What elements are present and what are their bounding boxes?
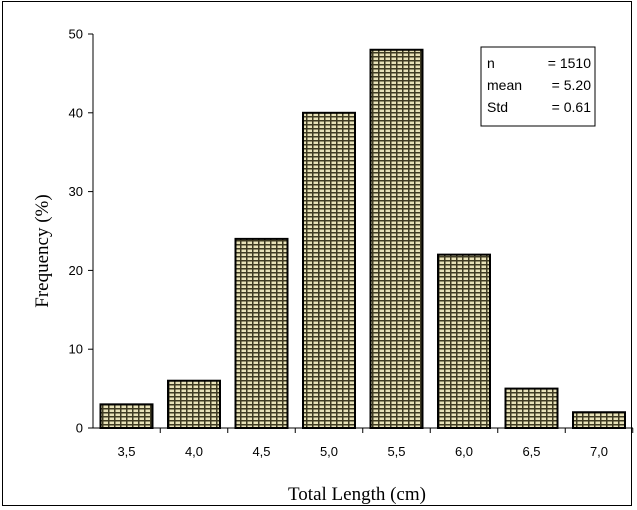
- legend-stat-label: n: [487, 55, 495, 71]
- legend-box: [480, 46, 596, 127]
- bar-7-0: [572, 411, 626, 429]
- y-tick-label: 30: [69, 184, 83, 199]
- legend-stat-value: = 0.61: [552, 99, 592, 115]
- y-tick-label: 50: [69, 27, 83, 42]
- legend-stat-value: = 5.20: [552, 77, 592, 93]
- y-tick-label: 40: [69, 105, 83, 120]
- x-tick-label: 5,0: [320, 444, 338, 459]
- bar-5-5: [369, 48, 424, 429]
- x-axis-title: Total Length (cm): [288, 484, 426, 505]
- x-tick-label: 3,5: [117, 444, 135, 459]
- x-tick-label: 5,5: [387, 444, 405, 459]
- bars-group: [99, 48, 626, 430]
- y-tick-label: 20: [69, 263, 83, 278]
- bar-4-0: [167, 379, 221, 429]
- x-tick-label: 6,5: [522, 444, 540, 459]
- legend-stat-value: = 1510: [548, 55, 591, 71]
- y-ticks-group: 0 10 20 30 40 50: [69, 27, 93, 436]
- stats-legend: n = 1510 mean = 5.20 Std = 0.61: [480, 46, 596, 127]
- bar-6-0: [437, 253, 491, 429]
- legend-stat-label: Std: [487, 99, 508, 115]
- x-tick-label: 7,0: [590, 444, 608, 459]
- legend-stat-label: mean: [487, 77, 522, 93]
- bar-3-5: [99, 403, 154, 429]
- bar-6-5: [504, 387, 559, 430]
- bar-5-0: [302, 111, 356, 430]
- x-tick-label: 4,5: [252, 444, 270, 459]
- x-tick-label: 4,0: [185, 444, 203, 459]
- x-tick-label: 6,0: [455, 444, 473, 459]
- y-axis-title: Frequency (%): [32, 194, 53, 307]
- x-ticks-group: 3,5 4,0 4,5 5,0 5,5 6,0 6,5 7,0: [117, 428, 634, 459]
- y-tick-label: 10: [69, 342, 83, 357]
- y-tick-label: 0: [76, 421, 83, 436]
- bar-4-5: [234, 237, 289, 429]
